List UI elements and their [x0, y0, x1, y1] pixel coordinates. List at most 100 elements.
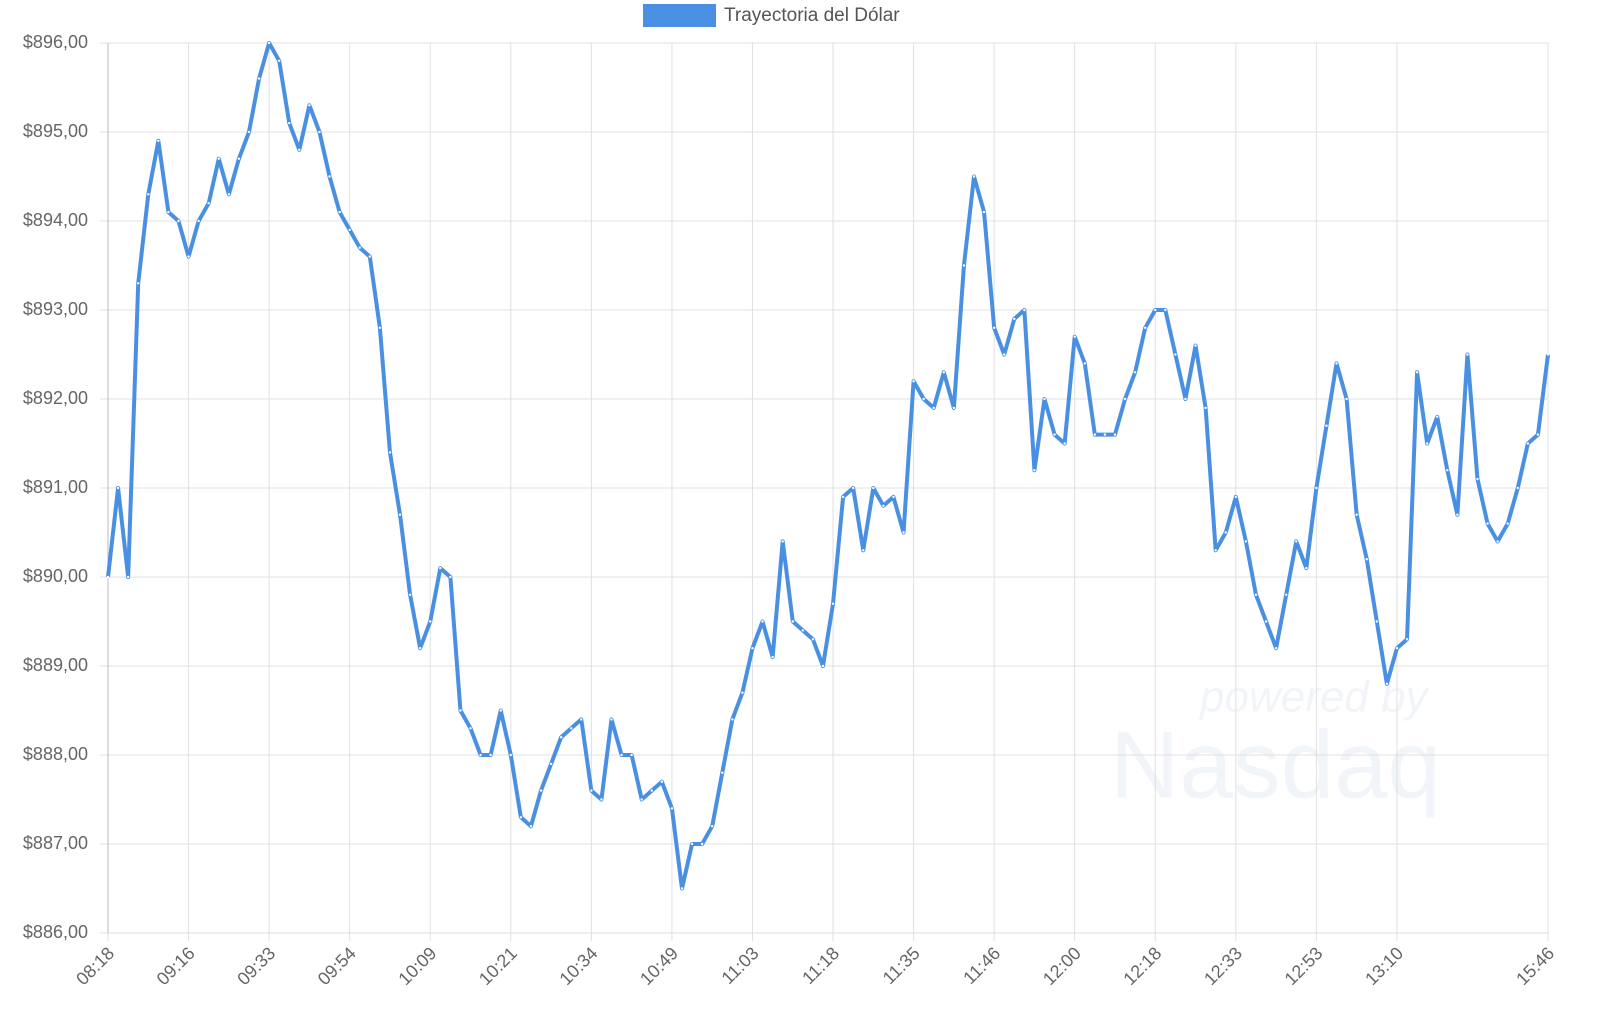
x-tick-label: 10:34	[556, 943, 602, 989]
data-point	[1415, 371, 1419, 374]
data-point	[1466, 353, 1469, 356]
data-point	[1204, 406, 1207, 410]
data-point	[1486, 522, 1489, 525]
legend-label: Trayectoria del Dólar	[724, 5, 900, 26]
data-point	[398, 513, 402, 516]
data-point	[1506, 522, 1509, 525]
data-point	[167, 210, 170, 214]
data-point	[1123, 397, 1127, 401]
data-point	[328, 175, 331, 178]
data-point	[1224, 531, 1227, 534]
data-point	[841, 495, 845, 499]
data-point	[1154, 308, 1157, 312]
data-point	[1335, 362, 1338, 365]
x-tick-label: 10:21	[475, 943, 521, 989]
data-point	[358, 246, 361, 249]
data-point	[469, 727, 472, 730]
data-point	[1013, 317, 1016, 321]
data-point	[982, 210, 986, 214]
data-point	[318, 130, 321, 134]
data-point	[912, 380, 915, 383]
data-point	[811, 638, 815, 641]
data-point	[207, 202, 210, 205]
data-point	[147, 193, 150, 196]
x-tick-label: 12:53	[1281, 943, 1327, 989]
data-point	[539, 789, 543, 792]
x-tick-label: 09:16	[153, 943, 199, 989]
data-point	[519, 816, 523, 819]
data-point	[1083, 362, 1086, 365]
data-point	[479, 753, 482, 757]
data-point	[157, 139, 160, 143]
data-point	[710, 825, 714, 828]
data-point	[1405, 638, 1409, 641]
data-point	[529, 825, 533, 828]
watermark-text: Nasdaq	[1110, 711, 1441, 818]
data-point	[1546, 353, 1550, 356]
data-point	[1174, 353, 1177, 356]
data-point	[1003, 353, 1006, 356]
data-point	[1345, 397, 1348, 401]
watermark: powered by Nasdaq	[1110, 673, 1441, 819]
y-tick-label: $889,00	[23, 655, 88, 675]
data-point	[862, 549, 865, 552]
x-tick-label: 09:54	[314, 943, 360, 989]
x-tick-label: 11:18	[798, 943, 843, 988]
series-line	[106, 41, 1550, 891]
data-point	[650, 789, 653, 792]
data-point	[1395, 647, 1399, 650]
data-point	[1325, 424, 1328, 427]
data-point	[227, 193, 231, 196]
data-point	[942, 371, 946, 374]
x-tick-label: 11:03	[718, 943, 763, 988]
data-point	[1315, 486, 1318, 490]
data-point	[308, 104, 311, 107]
data-point	[1244, 540, 1248, 543]
data-point	[670, 807, 674, 810]
data-point	[1476, 477, 1479, 481]
data-point	[408, 593, 412, 596]
x-tick-label: 10:49	[636, 943, 682, 989]
y-tick-label: $895,00	[23, 121, 88, 141]
data-point	[1375, 620, 1379, 623]
x-tick-label: 13:10	[1361, 943, 1407, 989]
data-point	[1496, 540, 1499, 543]
y-tick-label: $891,00	[23, 477, 88, 497]
data-point	[1446, 469, 1449, 472]
x-tick-label: 09:33	[233, 943, 279, 989]
data-point	[106, 575, 110, 579]
data-point	[499, 709, 502, 712]
data-point	[418, 647, 422, 650]
data-point	[217, 157, 220, 160]
data-point	[1194, 344, 1197, 347]
data-point	[1184, 397, 1187, 401]
data-point	[1214, 549, 1217, 552]
data-point	[620, 753, 623, 757]
data-point	[1043, 397, 1046, 401]
x-tick-label: 12:00	[1039, 943, 1085, 989]
data-point	[690, 842, 694, 846]
data-point	[1113, 433, 1117, 436]
data-point	[1033, 469, 1036, 472]
data-point	[509, 753, 512, 757]
data-point	[1264, 620, 1268, 623]
data-point	[660, 780, 664, 783]
data-point	[559, 736, 563, 739]
data-point	[459, 709, 462, 712]
x-tick-label: 11:46	[959, 943, 1004, 988]
data-point	[177, 219, 180, 223]
data-point	[439, 566, 442, 570]
y-tick-label: $893,00	[23, 299, 88, 319]
data-point	[1526, 442, 1530, 445]
data-point	[1536, 433, 1540, 436]
data-point	[378, 326, 382, 329]
data-point	[338, 210, 341, 214]
data-point	[298, 148, 301, 151]
data-point	[771, 655, 774, 659]
y-tick-label: $894,00	[23, 210, 88, 230]
y-tick-label: $886,00	[23, 922, 88, 942]
data-point	[680, 887, 684, 890]
data-point	[1305, 566, 1308, 570]
data-point	[257, 77, 261, 80]
data-point	[126, 575, 130, 579]
